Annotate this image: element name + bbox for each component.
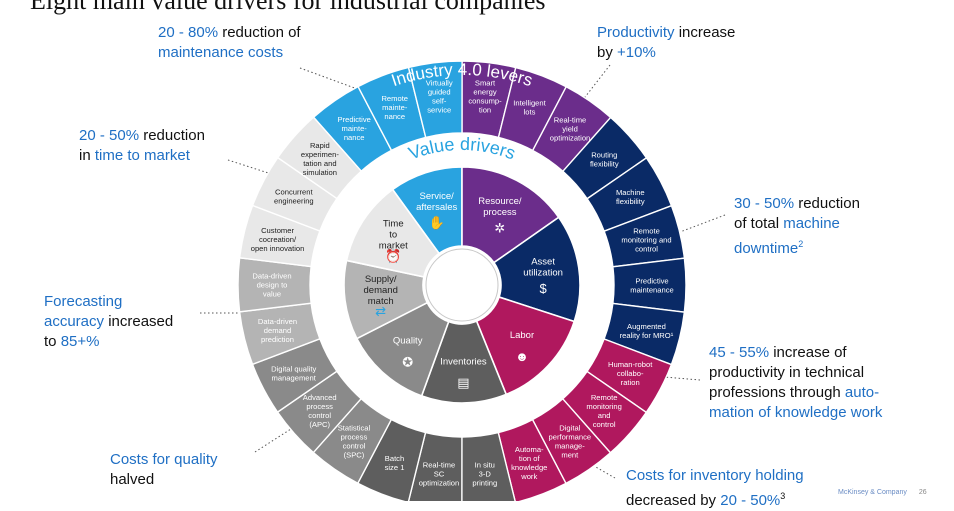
callout-quality-text2: halved — [110, 471, 155, 488]
callout-forecasting-text2: accuracy — [44, 313, 105, 330]
callout-quality-text1: Costs for quality — [110, 451, 218, 468]
lever-label-routing-flexibility: Routing flexibility — [590, 150, 619, 168]
lever-label-digital-quality-management: Digital quality management — [271, 364, 317, 382]
arrows-icon: ⇄ — [375, 304, 386, 319]
page-title: Eight main value drivers for industrial … — [30, 0, 546, 15]
callout-productivity-text2: increase — [674, 24, 736, 41]
callout-maintenance-value: 20 - 80% — [158, 24, 219, 41]
lever-label-customer-cocreation-open-innovation: Customer cocreation/open innovation — [251, 226, 305, 253]
lever-label-statistical-process-control-spc: Statistical process control (SPC) — [338, 423, 371, 459]
callout-productivity-text3: by — [597, 44, 618, 61]
lever-label-advanced-process-control-apc: Advanced process control (APC) — [303, 393, 337, 429]
callout-quality: Costs for quality halved — [110, 450, 218, 490]
callout-labor-text3: professions through — [709, 384, 845, 401]
footer: McKinsey & Company 26 — [838, 489, 927, 496]
callout-forecasting: Forecasting accuracy increased to 85+% — [44, 292, 173, 352]
lever-label-in-situ-3-d-printing: In situ 3-D printing — [472, 460, 497, 487]
callout-forecasting-text3: increased — [104, 313, 174, 330]
callout-downtime-value: 30 - 50% — [734, 195, 795, 212]
callout-maintenance-text2: maintenance costs — [158, 44, 284, 61]
callout-labor-value: 45 - 55% — [709, 344, 770, 361]
callout-downtime: 30 - 50% reduction of total machine down… — [734, 194, 860, 259]
leader-downtime — [671, 214, 726, 236]
lever-label-intelligent-lots: Intelligent lots — [513, 99, 546, 117]
medal-icon: ✪ — [402, 354, 413, 369]
driver-label-time-to-market: Time to market — [379, 219, 408, 252]
callout-ttm-value: 20 - 50% — [79, 127, 140, 144]
lever-label-rapid-experimen-tation-and-simulation: Rapid experimen-tation and simulation — [301, 141, 339, 177]
callout-labor: 45 - 55% increase of productivity in tec… — [709, 343, 882, 423]
callout-downtime-text2: of total — [734, 215, 784, 232]
callout-labor-text5: mation of knowledge work — [709, 404, 883, 421]
gear-icon: ✲ — [494, 220, 505, 235]
driver-label-resource-process: Resource/process — [478, 196, 522, 218]
driver-label-service-aftersales: Service/aftersales — [416, 191, 457, 213]
inner-driver-ring: Service/aftersales ✋ Resource/process ✲ Asse… — [343, 166, 581, 404]
callout-productivity-value: +10% — [617, 44, 656, 61]
leader-productivity — [574, 64, 611, 111]
lever-label-real-time-yield-optimization: Real-time yield optimization — [550, 115, 591, 142]
lever-label-smart-energy-consump-tion: Smart energy consump-tion — [468, 79, 502, 115]
footer-page: 26 — [918, 489, 927, 496]
lever-label-real-time-sc-optimization: Real-time SC optimization — [419, 460, 460, 487]
callout-labor-text4: auto- — [844, 384, 880, 401]
callout-downtime-text1: reduction — [794, 195, 860, 212]
callout-forecasting-text1: Forecasting — [44, 293, 123, 310]
lever-label-concurrent-engineering: Concurrent engineering — [274, 188, 314, 206]
lever-label-machine-flexibility: Machine flexibility — [616, 188, 645, 206]
lever-label-predictive-mainte-nance: Predictive mainte-nance — [338, 115, 371, 142]
lever-label-data-driven-design-to-value: Data-driven design to value — [252, 272, 291, 299]
lever-label-remote-monitoring-and-control: Remote monitoring and control — [621, 226, 671, 253]
callout-inventory-text1: Costs for inventory holding — [626, 467, 804, 484]
callout-downtime-sup: 2 — [798, 239, 804, 249]
callout-ttm-text2: in — [79, 147, 95, 164]
callout-inventory: Costs for inventory holding decreased by… — [626, 466, 804, 511]
callout-productivity: Productivity increase by +10% — [597, 23, 735, 63]
lever-label-predictive-maintenance: Predictive maintenance — [630, 276, 673, 294]
lever-label-batch-size-1: Batch size 1 — [385, 454, 405, 472]
callout-maintenance: 20 - 80% reduction of maintenance costs — [158, 23, 301, 63]
lever-label-augmented-reality-for-mro: Augmented reality for MRO¹ — [620, 322, 674, 340]
leader-maintenance — [299, 67, 361, 91]
outer-lever-ring: Predictive mainte-nance Remote mainte-nance… — [237, 60, 687, 501]
driver-label-labor: Labor — [510, 330, 534, 341]
money-hand-icon: $ — [539, 281, 547, 296]
wheel-hub — [423, 246, 501, 324]
callout-downtime-text4: downtime — [734, 240, 799, 257]
lever-label-remote-monitoring-and-control: Remote monitoring and control — [586, 393, 621, 429]
footer-company: McKinsey & Company — [838, 489, 907, 496]
callout-ttm-text1: reduction — [139, 127, 205, 144]
callout-labor-text2: productivity in technical — [709, 364, 865, 381]
people-icon: ☻ — [515, 349, 529, 364]
lever-label-automa-tion-of-knowledge-work: Automa-tion of knowledge work — [511, 445, 547, 481]
callout-ttm-text3: time to market — [94, 147, 190, 164]
callout-downtime-text3: machine — [783, 215, 840, 232]
callout-forecasting-text4: to — [44, 333, 61, 350]
lever-label-data-driven-demand-prediction: Data-driven demand prediction — [258, 317, 297, 344]
callout-maintenance-text1: reduction of — [218, 24, 301, 41]
driver-label-asset-utilization: Asset utilization — [523, 257, 563, 279]
driver-label-quality: Quality — [393, 336, 423, 347]
leader-time-to-market — [227, 159, 291, 181]
lever-label-remote-mainte-nance: Remote mainte-nance — [381, 94, 408, 121]
lever-label-digital-performance-manage-ment: Digital performance manage-ment — [549, 424, 592, 460]
wrench-icon: ✋ — [429, 215, 445, 230]
callout-forecasting-value: 85+% — [60, 333, 100, 350]
document-icon: ▤ — [457, 375, 469, 390]
hub-center — [425, 248, 499, 322]
clock-icon: ⏰ — [385, 247, 401, 263]
driver-label-supply-demand-match: Supply/demand match — [364, 274, 398, 307]
callout-inventory-sup: 3 — [780, 491, 786, 501]
callout-time-to-market: 20 - 50% reduction in time to market — [79, 126, 205, 166]
callout-productivity-text1: Productivity — [597, 24, 675, 41]
callout-labor-text1: increase of — [769, 344, 847, 361]
lever-label-virtually-guided-self-service: Virtually guided self-service — [426, 79, 453, 115]
driver-label-inventories: Inventories — [440, 356, 487, 367]
lever-label-human-robot-collabo-ration: Human-robot collabo-ration — [608, 360, 653, 387]
